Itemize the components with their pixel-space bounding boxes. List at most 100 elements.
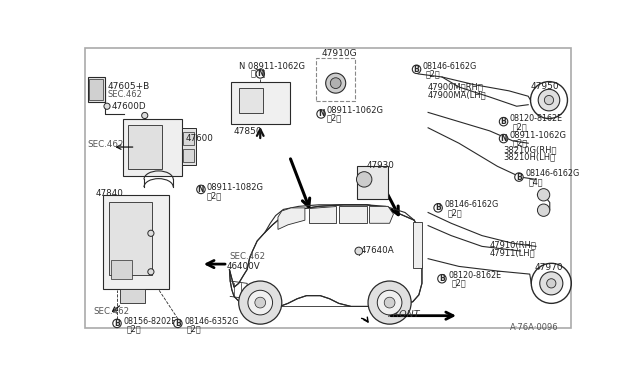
Polygon shape (230, 205, 422, 307)
Text: SEC.462: SEC.462 (230, 252, 266, 261)
Text: N 08911-1062G: N 08911-1062G (239, 62, 305, 71)
Text: B: B (175, 319, 180, 328)
Circle shape (540, 272, 563, 295)
Text: 08911-1082G: 08911-1082G (206, 183, 263, 192)
Text: 47900MA(LH）: 47900MA(LH） (428, 90, 487, 99)
Circle shape (255, 297, 266, 308)
Text: 08146-6162G: 08146-6162G (422, 62, 477, 71)
Text: 47930: 47930 (367, 161, 394, 170)
Polygon shape (308, 206, 336, 223)
Text: （2）: （2） (126, 324, 141, 333)
Text: 47911(LH）: 47911(LH） (490, 248, 535, 257)
Text: 47600D: 47600D (111, 102, 147, 111)
Circle shape (326, 73, 346, 93)
Circle shape (248, 290, 273, 315)
Bar (357, 166, 388, 199)
Bar (182, 128, 196, 165)
Text: B: B (439, 274, 445, 283)
Circle shape (356, 172, 372, 187)
Text: B: B (516, 173, 522, 182)
Bar (123, 119, 182, 176)
Text: SEC.462: SEC.462 (108, 90, 143, 99)
Text: 08911-1062G: 08911-1062G (326, 106, 383, 115)
Circle shape (148, 230, 154, 236)
Circle shape (141, 112, 148, 119)
Text: 47970: 47970 (534, 263, 563, 272)
Bar (128, 125, 162, 169)
Circle shape (173, 319, 182, 328)
Bar (239, 88, 263, 113)
Bar (183, 132, 194, 145)
Text: （4）: （4） (528, 177, 543, 186)
Bar (111, 260, 132, 279)
Circle shape (499, 134, 508, 143)
Circle shape (256, 70, 264, 78)
Circle shape (538, 204, 550, 217)
Text: 47640A: 47640A (361, 246, 395, 255)
Text: N: N (500, 134, 507, 143)
Text: B: B (435, 203, 441, 212)
Bar (90, 79, 103, 100)
Text: B: B (500, 117, 506, 126)
Text: 47600: 47600 (186, 134, 213, 143)
Text: （2）: （2） (251, 68, 266, 78)
Circle shape (499, 118, 508, 126)
Text: （2）: （2） (206, 191, 221, 200)
Text: （2）: （2） (187, 324, 202, 333)
Bar (120, 289, 145, 302)
Bar (231, 81, 289, 124)
Text: 47840: 47840 (95, 189, 124, 198)
Text: B: B (413, 65, 419, 74)
Text: 08911-1062G: 08911-1062G (509, 131, 567, 140)
Text: SEC.462: SEC.462 (93, 307, 129, 316)
Text: B: B (114, 319, 120, 328)
Polygon shape (278, 208, 305, 230)
Polygon shape (369, 206, 394, 223)
Circle shape (515, 173, 523, 181)
Circle shape (196, 185, 205, 194)
Text: （2）: （2） (426, 70, 440, 78)
Circle shape (330, 78, 341, 89)
Text: 08146-6162G: 08146-6162G (444, 200, 499, 209)
Bar (109, 202, 152, 275)
Text: N: N (257, 70, 264, 78)
Circle shape (538, 89, 560, 111)
Text: （2）: （2） (326, 113, 342, 122)
Circle shape (104, 103, 110, 109)
Text: 47950: 47950 (531, 83, 559, 92)
Text: 08146-6352G: 08146-6352G (184, 317, 238, 326)
Text: 38210H(LH）: 38210H(LH） (504, 153, 556, 161)
Circle shape (317, 110, 325, 118)
Bar (88, 77, 105, 102)
Text: 47910G: 47910G (322, 49, 358, 58)
Bar (413, 222, 422, 268)
Circle shape (438, 275, 446, 283)
Bar (316, 58, 355, 101)
Text: （2）: （2） (513, 139, 528, 148)
Text: （2）: （2） (451, 279, 466, 288)
Text: （2）: （2） (447, 208, 462, 217)
Text: （2）: （2） (513, 122, 527, 132)
Bar (103, 195, 168, 289)
Text: 46400V: 46400V (227, 262, 260, 271)
Text: 08156-8202E: 08156-8202E (123, 317, 177, 326)
Text: N: N (318, 109, 324, 118)
Text: FRONT: FRONT (388, 310, 420, 319)
Circle shape (355, 247, 363, 255)
Text: A·76A·0096: A·76A·0096 (509, 323, 558, 332)
Circle shape (545, 96, 554, 105)
Circle shape (239, 281, 282, 324)
Text: 08120-8162E: 08120-8162E (509, 114, 563, 123)
Circle shape (148, 269, 154, 275)
Text: 08120-8162E: 08120-8162E (448, 271, 501, 280)
Circle shape (547, 279, 556, 288)
Circle shape (412, 65, 420, 74)
Circle shape (384, 297, 395, 308)
Text: 47850: 47850 (234, 127, 262, 136)
Text: 38210G(RH）: 38210G(RH） (504, 145, 557, 154)
Text: N: N (198, 185, 204, 194)
Bar (183, 150, 194, 162)
Text: 47605+B: 47605+B (108, 83, 150, 92)
Circle shape (538, 189, 550, 201)
Polygon shape (339, 206, 367, 223)
